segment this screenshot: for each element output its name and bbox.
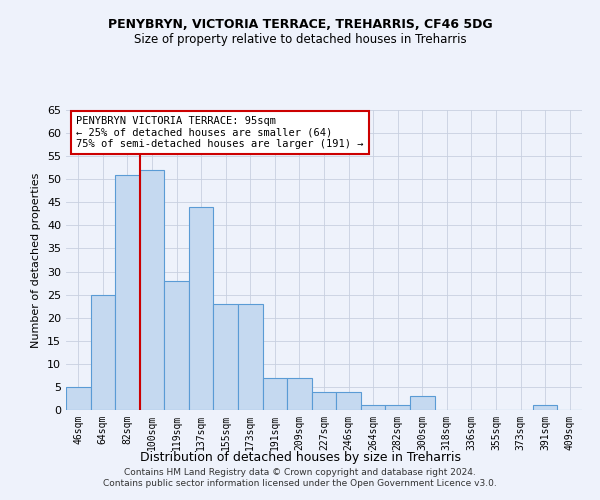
Bar — [312, 392, 336, 410]
Bar — [140, 170, 164, 410]
Bar — [189, 207, 214, 410]
Bar — [164, 281, 189, 410]
Bar — [336, 392, 361, 410]
Bar — [385, 406, 410, 410]
Bar — [533, 406, 557, 410]
Text: PENYBRYN VICTORIA TERRACE: 95sqm
← 25% of detached houses are smaller (64)
75% o: PENYBRYN VICTORIA TERRACE: 95sqm ← 25% o… — [76, 116, 364, 149]
Bar — [214, 304, 238, 410]
Bar — [263, 378, 287, 410]
Bar — [410, 396, 434, 410]
Text: Size of property relative to detached houses in Treharris: Size of property relative to detached ho… — [134, 32, 466, 46]
Bar — [115, 174, 140, 410]
Bar — [66, 387, 91, 410]
Y-axis label: Number of detached properties: Number of detached properties — [31, 172, 41, 348]
Bar — [91, 294, 115, 410]
Bar — [238, 304, 263, 410]
Text: Contains HM Land Registry data © Crown copyright and database right 2024.
Contai: Contains HM Land Registry data © Crown c… — [103, 468, 497, 487]
Text: Distribution of detached houses by size in Treharris: Distribution of detached houses by size … — [139, 451, 461, 464]
Bar — [361, 406, 385, 410]
Bar — [287, 378, 312, 410]
Text: PENYBRYN, VICTORIA TERRACE, TREHARRIS, CF46 5DG: PENYBRYN, VICTORIA TERRACE, TREHARRIS, C… — [107, 18, 493, 30]
